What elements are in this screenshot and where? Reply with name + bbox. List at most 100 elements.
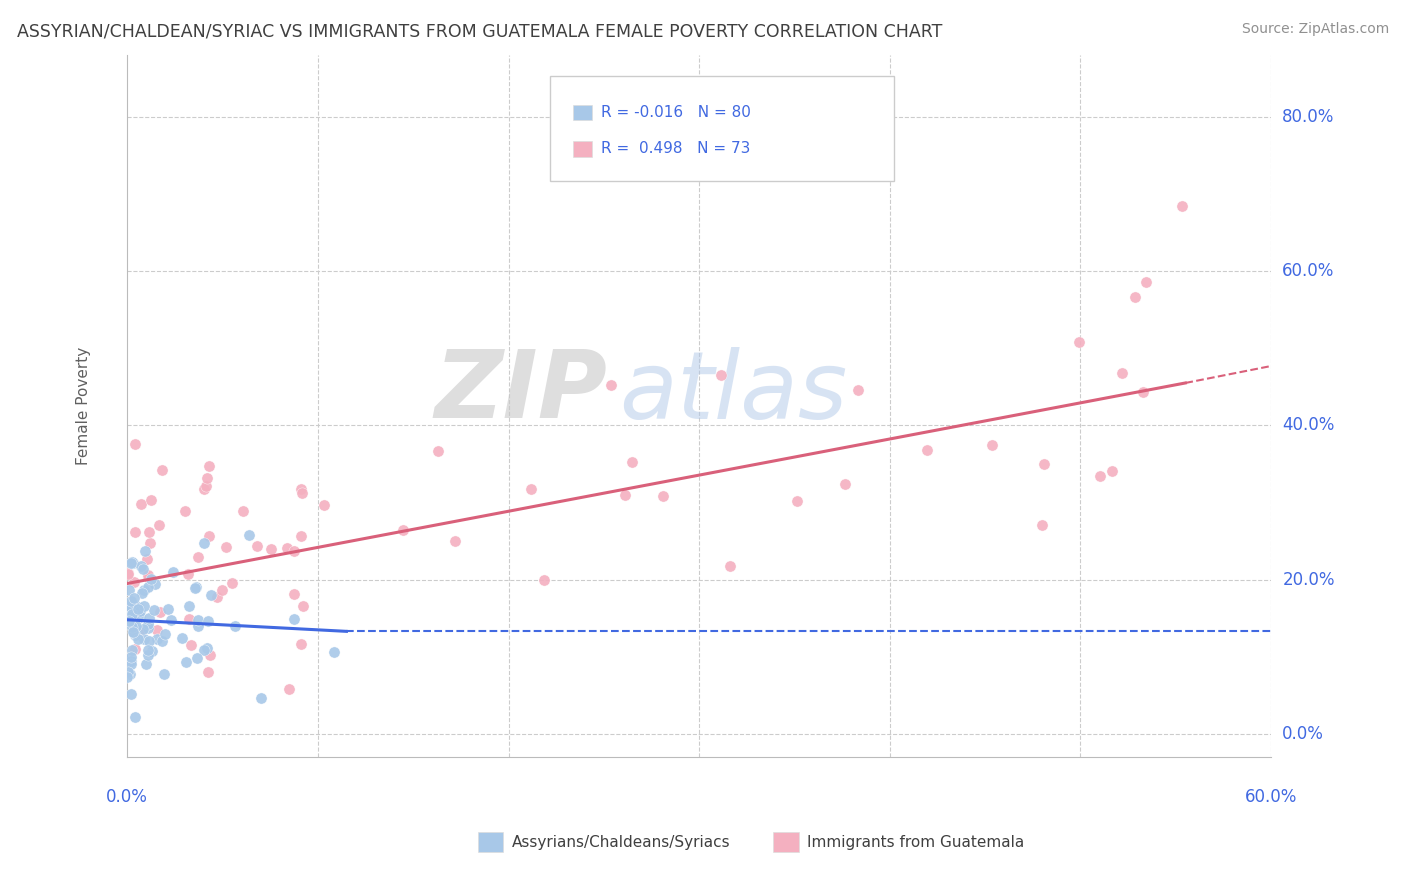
Point xyxy=(221,576,243,591)
Point xyxy=(198,458,221,473)
Point xyxy=(135,657,157,671)
Point xyxy=(134,583,156,598)
Point xyxy=(136,568,159,582)
Text: 80.0%: 80.0% xyxy=(1282,108,1334,126)
Text: 40.0%: 40.0% xyxy=(1282,417,1334,434)
Point xyxy=(117,566,139,581)
Point xyxy=(322,645,344,659)
Point xyxy=(129,604,152,618)
Point xyxy=(127,600,149,615)
Point xyxy=(124,624,146,639)
Point xyxy=(186,650,208,665)
Point xyxy=(193,643,215,657)
Point xyxy=(200,648,222,662)
Point xyxy=(193,535,215,549)
Point xyxy=(278,682,301,697)
Point xyxy=(260,541,283,556)
Point xyxy=(187,549,209,564)
Point xyxy=(120,613,142,627)
FancyBboxPatch shape xyxy=(550,76,894,181)
Point xyxy=(150,633,173,648)
Point xyxy=(290,637,312,651)
Point xyxy=(124,524,146,539)
Point xyxy=(652,489,675,503)
Point xyxy=(173,504,195,518)
Point xyxy=(153,666,176,681)
Point xyxy=(124,641,146,656)
Point xyxy=(138,643,160,657)
Point xyxy=(159,613,181,627)
Point xyxy=(915,443,938,458)
Point xyxy=(135,552,157,566)
Point xyxy=(1170,198,1192,212)
Point xyxy=(162,565,184,579)
Point xyxy=(620,455,643,469)
Point xyxy=(121,620,143,634)
Point xyxy=(134,544,156,558)
Text: R =  0.498   N = 73: R = 0.498 N = 73 xyxy=(602,142,751,156)
Point xyxy=(129,610,152,624)
Point xyxy=(232,504,254,518)
Point xyxy=(187,619,209,633)
Point xyxy=(120,556,142,570)
Point xyxy=(120,657,142,672)
Point xyxy=(786,494,808,508)
Point xyxy=(118,609,141,624)
Point xyxy=(184,581,207,595)
Point xyxy=(1033,457,1056,471)
Point xyxy=(427,444,450,458)
Point xyxy=(136,621,159,635)
Text: ASSYRIAN/CHALDEAN/SYRIAC VS IMMIGRANTS FROM GUATEMALA FEMALE POVERTY CORRELATION: ASSYRIAN/CHALDEAN/SYRIAC VS IMMIGRANTS F… xyxy=(17,22,942,40)
Text: Immigrants from Guatemala: Immigrants from Guatemala xyxy=(807,835,1025,849)
Point xyxy=(138,524,160,539)
Point xyxy=(136,616,159,631)
Point xyxy=(153,627,176,641)
Point xyxy=(600,378,623,392)
Point xyxy=(149,605,172,619)
Text: Source: ZipAtlas.com: Source: ZipAtlas.com xyxy=(1241,22,1389,37)
Point xyxy=(120,594,142,608)
Point xyxy=(283,543,305,558)
Point xyxy=(127,601,149,615)
Text: 0.0%: 0.0% xyxy=(1282,725,1324,743)
Text: ZIP: ZIP xyxy=(434,346,607,438)
Point xyxy=(136,580,159,594)
Point xyxy=(1088,469,1111,483)
Point xyxy=(146,632,169,646)
Point xyxy=(117,582,139,597)
Point xyxy=(129,624,152,638)
Point xyxy=(710,368,733,382)
Point xyxy=(198,529,221,543)
Point xyxy=(1135,275,1157,289)
Point xyxy=(1031,518,1053,533)
Point xyxy=(718,558,741,573)
Point xyxy=(121,607,143,621)
Point xyxy=(197,615,219,629)
Point xyxy=(132,599,155,613)
Point xyxy=(148,518,170,533)
Point xyxy=(117,670,139,684)
Point xyxy=(129,497,152,511)
Point xyxy=(150,463,173,477)
Point xyxy=(139,572,162,586)
Text: 20.0%: 20.0% xyxy=(1282,571,1334,589)
Bar xyxy=(574,141,592,157)
Point xyxy=(1132,385,1154,400)
Point xyxy=(981,438,1004,452)
Point xyxy=(120,654,142,668)
Point xyxy=(124,628,146,642)
Point xyxy=(1111,366,1133,380)
Point xyxy=(211,582,233,597)
Point xyxy=(200,588,222,602)
Point xyxy=(205,591,228,605)
Point xyxy=(1101,464,1123,478)
Point xyxy=(136,569,159,583)
Point xyxy=(122,625,145,640)
Point xyxy=(533,573,555,587)
Point xyxy=(117,665,139,680)
Point xyxy=(120,649,142,664)
Point xyxy=(143,577,166,591)
Point xyxy=(138,633,160,648)
Point xyxy=(1123,290,1146,304)
Point xyxy=(283,612,305,626)
